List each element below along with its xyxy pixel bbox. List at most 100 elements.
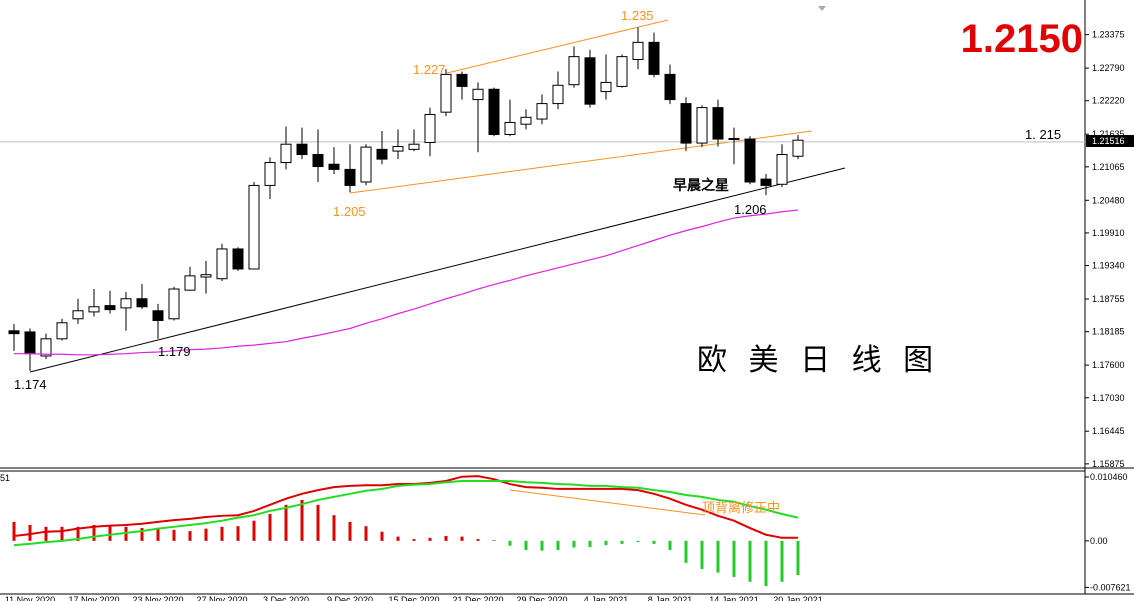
- candle-body: [472, 88, 484, 101]
- candle-body: [712, 107, 724, 140]
- x-tick-label: 20 Jan 2021: [773, 595, 823, 601]
- candle-body: [520, 116, 532, 125]
- candle-body: [392, 146, 404, 152]
- x-tick-label: 9 Dec 2020: [327, 595, 373, 601]
- candle-body: [728, 137, 740, 140]
- candle-body: [8, 330, 20, 335]
- x-tick-label: 3 Dec 2020: [263, 595, 309, 601]
- trend-line: [29, 167, 846, 373]
- candle-body: [552, 84, 564, 105]
- candle-body: [312, 154, 324, 168]
- candle-body: [120, 298, 132, 309]
- candle-body: [744, 138, 756, 183]
- candle-body: [152, 310, 164, 321]
- candle-body: [760, 178, 772, 186]
- indicator-line: [13, 475, 798, 539]
- trend-line: [509, 489, 706, 516]
- y-tick-label: 1.16445: [1092, 426, 1125, 436]
- y-tick-label: 1.19340: [1092, 261, 1125, 271]
- moving-average: [14, 209, 799, 356]
- y-tick-label: 1.21065: [1092, 162, 1125, 172]
- candle-body: [376, 148, 388, 160]
- y-tick-label: 1.17030: [1092, 393, 1125, 403]
- price-panel: 1.23375 1.22790 1.22220 1.21635 1.21065 1.204…: [0, 27, 1134, 601]
- chart-title: 欧 美 日 线 图: [697, 343, 939, 378]
- candle-body: [104, 305, 116, 311]
- y-tick-label: 1.20480: [1092, 195, 1125, 205]
- macd-panel: 0.010460 0.00 -0.007621: [12, 472, 1131, 592]
- indicator-line: [13, 479, 799, 547]
- x-tick-label: 27 Nov 2020: [196, 595, 247, 601]
- trend-line: [446, 19, 669, 74]
- candle-body: [776, 154, 788, 185]
- candle-body: [488, 88, 500, 135]
- y-tick-label: 1.21635: [1092, 129, 1125, 139]
- candle-body: [200, 274, 212, 278]
- trend-line: [349, 130, 813, 194]
- y-tick-label: 1.22790: [1092, 63, 1125, 73]
- annotation: 1.179: [158, 344, 191, 359]
- y-tick-label: 1.18755: [1092, 294, 1125, 304]
- candle-body: [696, 107, 708, 144]
- y-tick-label: 0.010460: [1090, 472, 1128, 482]
- big-price: 1.2150: [961, 17, 1083, 61]
- candle-body: [648, 41, 660, 75]
- candle-body: [792, 139, 804, 157]
- annotation: 1.206: [734, 202, 767, 217]
- candle-body: [40, 338, 52, 357]
- candle-body: [136, 298, 148, 308]
- candle-body: [232, 248, 244, 270]
- candle-body: [24, 331, 36, 355]
- candle-body: [88, 306, 100, 313]
- x-tick-label: 8 Jan 2021: [648, 595, 693, 601]
- candle-body: [664, 73, 676, 101]
- candle-body: [168, 288, 180, 320]
- indicator-label: 51: [0, 473, 10, 483]
- y-tick-label: 1.22220: [1092, 96, 1125, 106]
- candle-body: [584, 57, 596, 105]
- candle-body: [72, 310, 84, 320]
- x-tick-label: 23 Nov 2020: [132, 595, 183, 601]
- candle-body: [568, 56, 580, 86]
- candle-body: [360, 146, 372, 183]
- y-tick-label: 1.17600: [1092, 360, 1125, 370]
- price-line-label: 1. 215: [1025, 127, 1061, 142]
- annotation: 1.205: [333, 204, 366, 219]
- y-tick-label: 1.19910: [1092, 228, 1125, 238]
- x-tick-label: 15 Dec 2020: [388, 595, 439, 601]
- annotation: 1.227: [413, 62, 446, 77]
- candle-body: [616, 56, 628, 87]
- candle-body: [536, 103, 548, 120]
- candle-body: [56, 322, 68, 340]
- candle-body: [216, 248, 228, 280]
- candle-body: [184, 275, 196, 291]
- y-tick-label: 1.15875: [1092, 459, 1125, 469]
- x-tick-label: 29 Dec 2020: [516, 595, 567, 601]
- candle-body: [408, 143, 420, 150]
- x-tick-label: 4 Jan 2021: [584, 595, 629, 601]
- annotation: 早晨之星: [673, 177, 729, 194]
- candle-body: [680, 103, 692, 144]
- candle-body: [344, 168, 356, 186]
- candle-body: [632, 41, 644, 61]
- y-tick-label: 1.23375: [1092, 30, 1125, 40]
- y-tick-label: 0.00: [1090, 536, 1108, 546]
- candle-body: [424, 113, 436, 144]
- x-tick-label: 11 Nov 2020: [5, 595, 55, 601]
- candle-body: [296, 143, 308, 156]
- y-tick-label: 1.18185: [1092, 327, 1125, 337]
- x-tick-label: 21 Dec 2020: [452, 595, 503, 601]
- y-tick-label: -0.007621: [1090, 582, 1131, 592]
- candle-body: [440, 73, 452, 113]
- annotation: 1.174: [14, 377, 47, 392]
- candle-body: [264, 162, 276, 186]
- current-price-box: [1086, 135, 1134, 148]
- current-price: 1.21516: [1092, 136, 1125, 146]
- candle-body: [504, 121, 516, 135]
- candle-body: [248, 184, 260, 270]
- shift-marker: [818, 6, 826, 11]
- x-tick-label: 14 Jan 2021: [709, 595, 759, 601]
- x-tick-label: 17 Nov 2020: [68, 595, 119, 601]
